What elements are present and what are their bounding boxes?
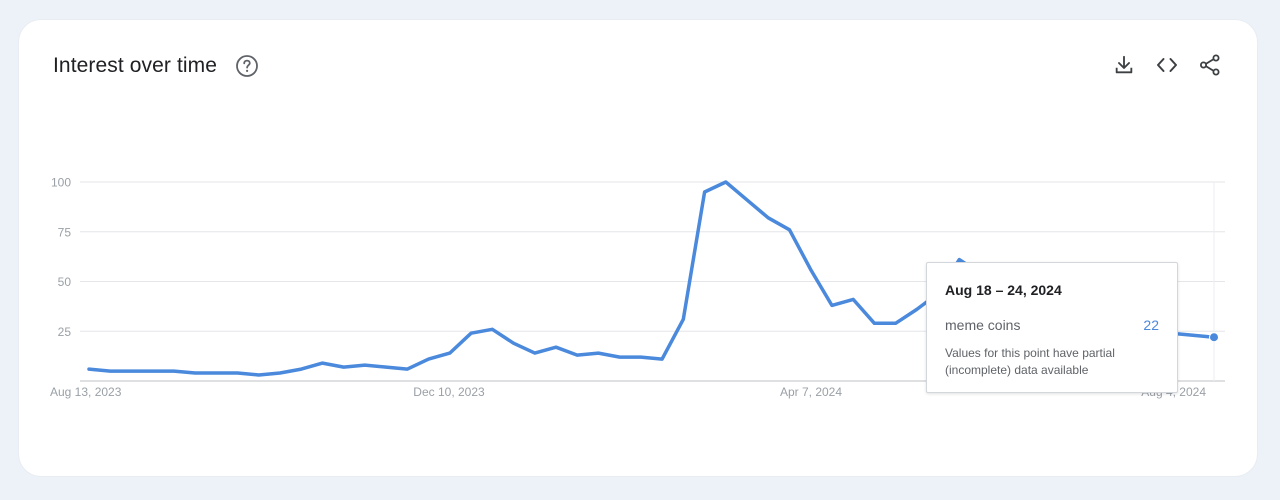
y-tick-label-100: 100 xyxy=(51,176,71,190)
code-icon xyxy=(1155,53,1179,82)
tooltip-date: Aug 18 – 24, 2024 xyxy=(945,282,1062,298)
hovered-data-point xyxy=(1209,332,1219,343)
share-button[interactable] xyxy=(1197,54,1223,80)
data-point-tooltip: Aug 18 – 24, 2024 meme coins 22 Values f… xyxy=(926,262,1178,393)
embed-button[interactable] xyxy=(1154,54,1180,80)
x-tick-label-0: Aug 13, 2023 xyxy=(50,385,122,399)
download-icon xyxy=(1113,54,1135,81)
y-tick-label-50: 50 xyxy=(58,275,72,289)
y-tick-label-75: 75 xyxy=(58,225,72,239)
interest-over-time-card xyxy=(19,20,1257,476)
tooltip-partial-data-note: Values for this point have partial (inco… xyxy=(945,346,1115,377)
help-circle-icon[interactable] xyxy=(235,54,259,78)
x-tick-label-1: Dec 10, 2023 xyxy=(413,385,485,399)
share-icon xyxy=(1198,53,1222,82)
x-tick-label-2: Apr 7, 2024 xyxy=(780,385,842,399)
y-tick-label-25: 25 xyxy=(58,325,72,339)
tooltip-term: meme coins xyxy=(945,317,1021,333)
tooltip-value: 22 xyxy=(1143,317,1159,333)
card-title: Interest over time xyxy=(53,54,218,77)
download-button[interactable] xyxy=(1111,54,1137,80)
